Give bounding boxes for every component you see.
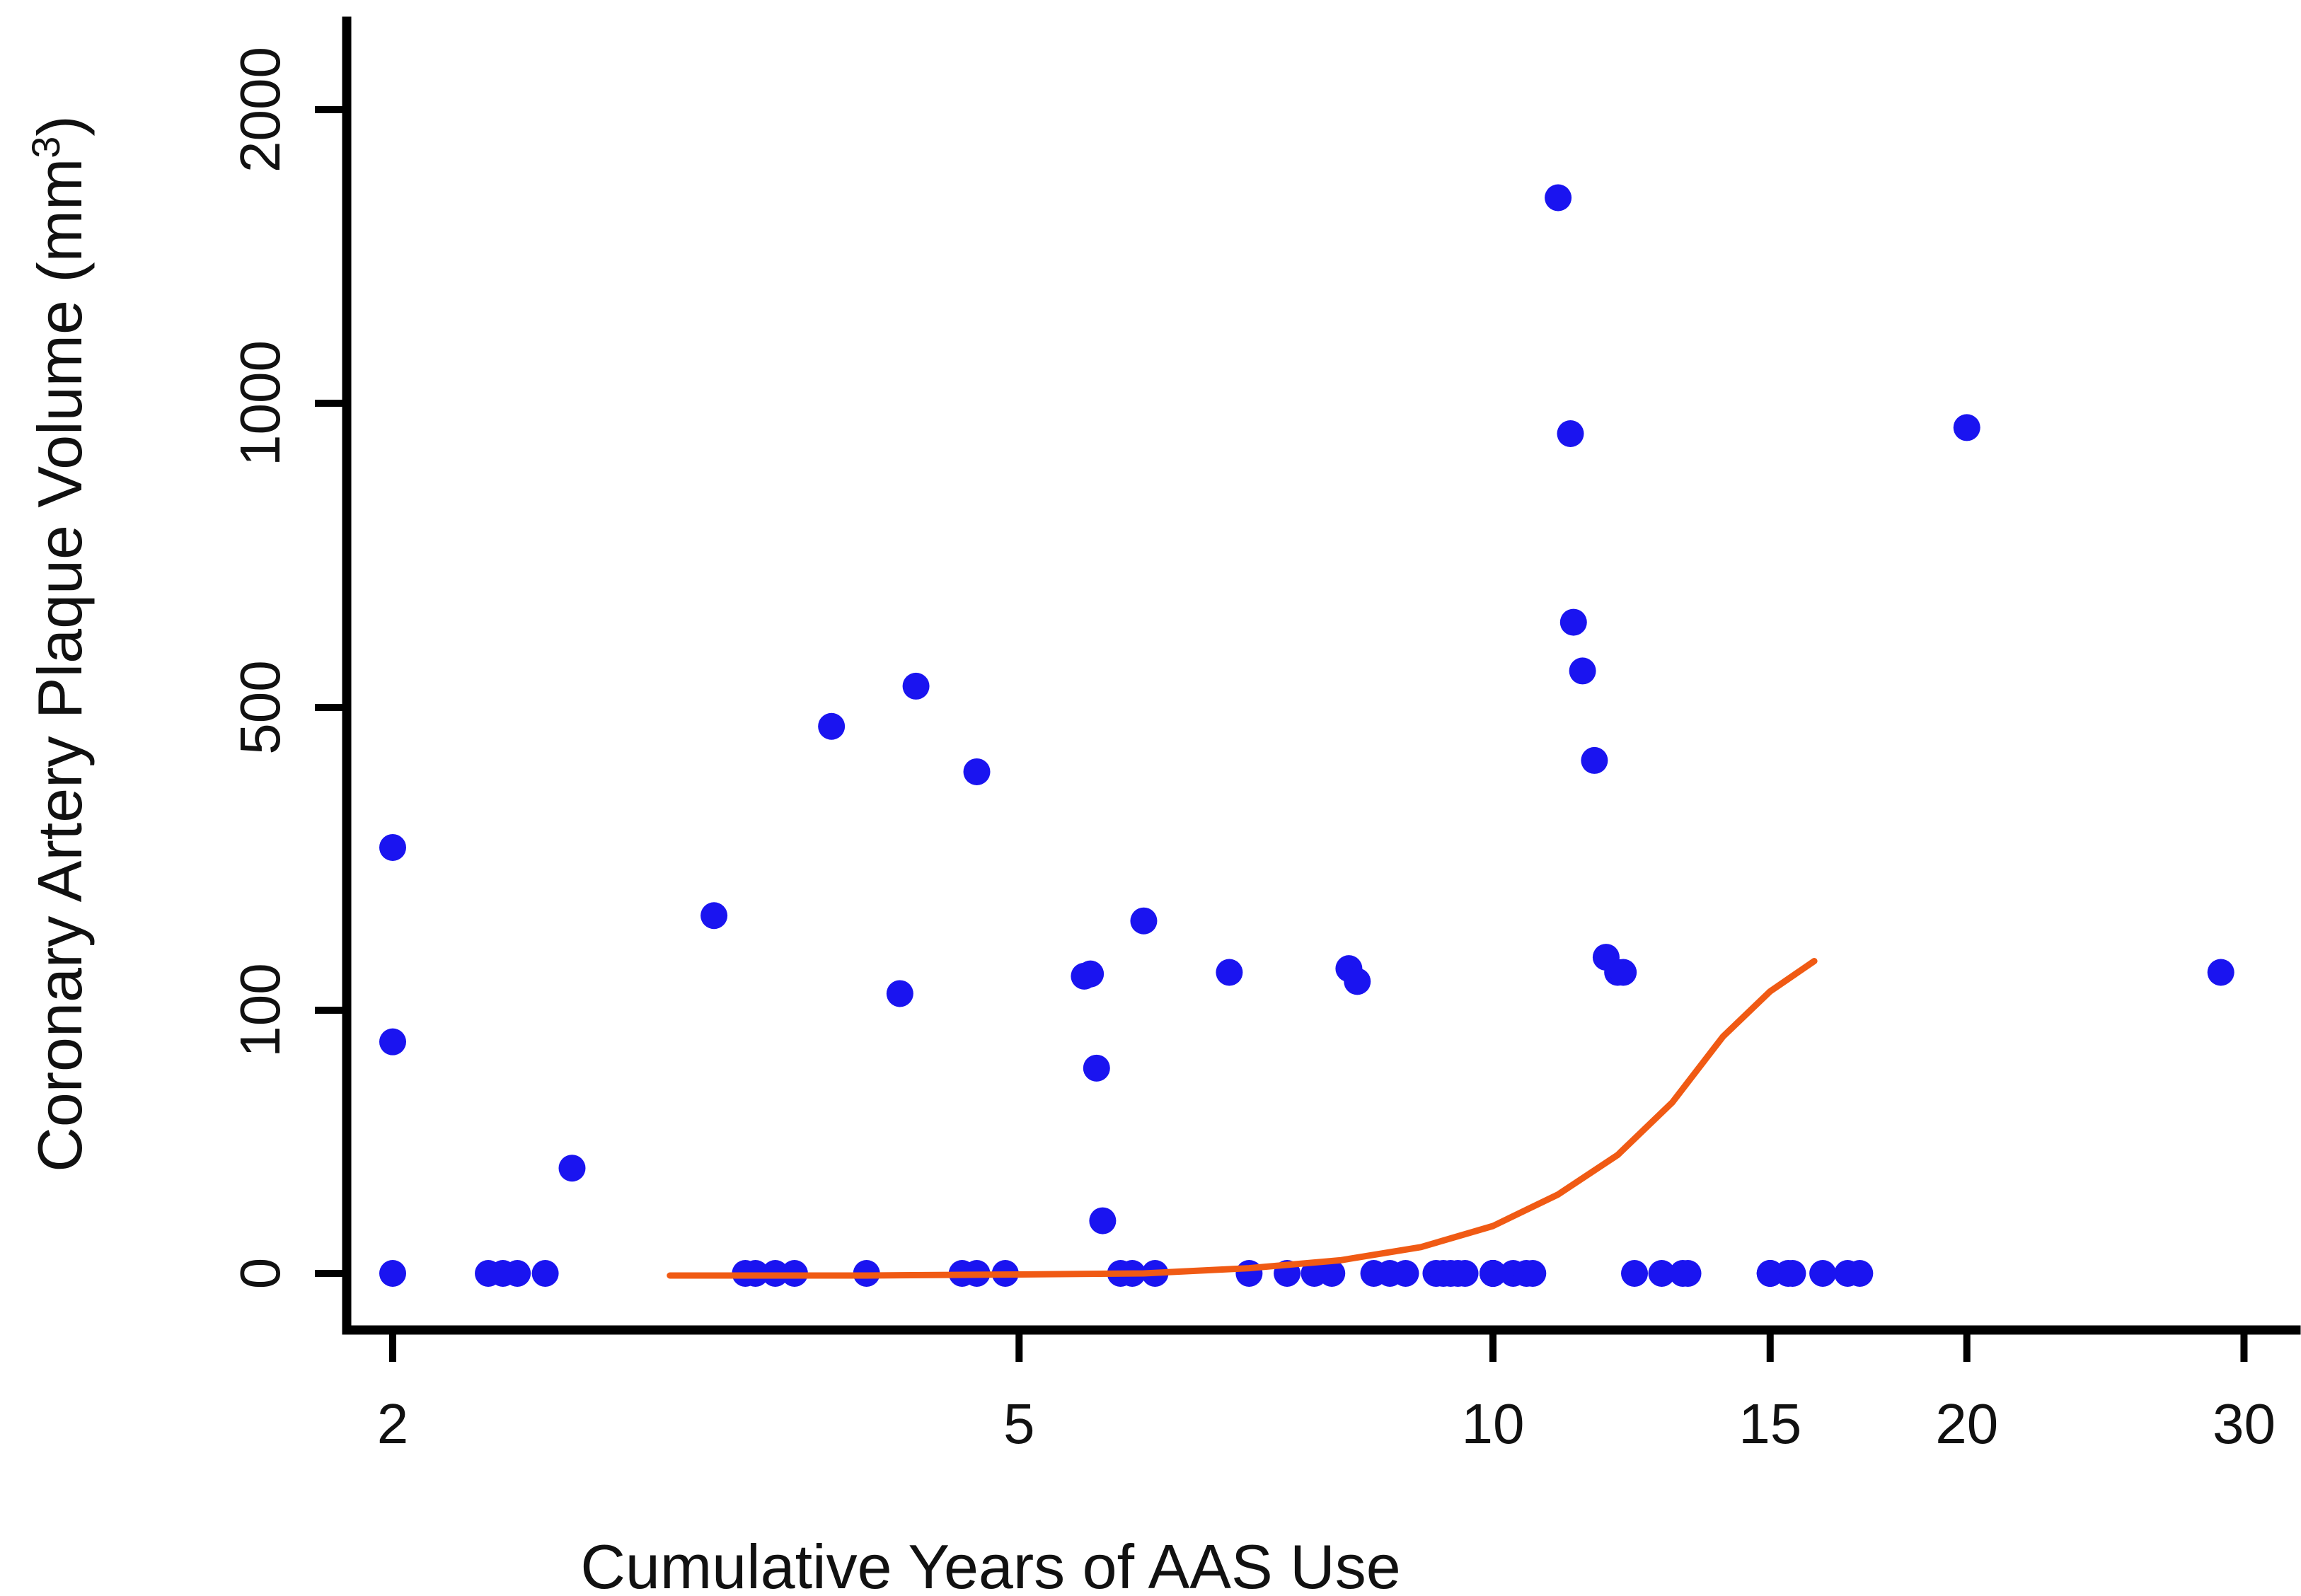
- data-point: [1648, 1260, 1676, 1287]
- data-point: [1392, 1260, 1419, 1287]
- x-tick-label: 30: [2213, 1392, 2276, 1455]
- data-point: [1674, 1260, 1702, 1287]
- data-point: [1344, 968, 1371, 995]
- data-point: [1130, 907, 1158, 935]
- y-axis-title: Coronary Artery Plaque Volume (mm3): [23, 115, 96, 1172]
- y-tick-label: 2000: [229, 47, 292, 173]
- x-tick-label: 15: [1738, 1392, 1801, 1455]
- data-point: [1216, 959, 1243, 986]
- data-point: [504, 1260, 531, 1287]
- data-point: [379, 1028, 406, 1056]
- fit-line: [667, 958, 1818, 1279]
- data-point: [1846, 1260, 1874, 1287]
- data-point: [963, 758, 991, 785]
- data-points: [379, 184, 2234, 1287]
- data-point: [1621, 1260, 1649, 1287]
- y-tick-label: 100: [229, 963, 292, 1057]
- data-point: [379, 833, 406, 861]
- data-point: [1545, 184, 1572, 212]
- y-tick-label: 500: [229, 660, 292, 754]
- data-point: [1089, 1207, 1117, 1234]
- x-axis-title: Cumulative Years of AAS Use: [580, 1532, 1400, 1596]
- y-axis-title-close: ): [25, 115, 95, 136]
- data-point: [1318, 1260, 1346, 1287]
- data-point: [1610, 959, 1637, 986]
- data-point: [379, 1260, 406, 1287]
- data-point: [1519, 1260, 1547, 1287]
- data-point: [1559, 608, 1587, 636]
- x-tick-label: 10: [1462, 1392, 1525, 1455]
- x-tick-label: 20: [1935, 1392, 1998, 1455]
- data-point: [1235, 1260, 1263, 1287]
- data-point: [1569, 657, 1596, 685]
- data-point: [1809, 1260, 1837, 1287]
- x-tick-label: 2: [377, 1392, 409, 1455]
- data-point: [700, 902, 728, 930]
- y-axis-title-superscript: 3: [23, 137, 68, 158]
- data-point: [886, 980, 913, 1007]
- data-point: [1581, 746, 1608, 774]
- data-point: [818, 712, 846, 740]
- x-tick-label: 5: [1003, 1392, 1035, 1455]
- data-point: [1083, 1054, 1110, 1082]
- y-axis-title-main: Coronary Artery Plaque Volume (mm: [25, 158, 95, 1172]
- y-tick-label: 1000: [229, 340, 292, 466]
- ticks: 2 5 10 15 20 30 0 100 500 1000 2000: [229, 47, 2276, 1455]
- data-point: [1779, 1260, 1806, 1287]
- axes: [342, 16, 2301, 1335]
- data-point: [531, 1260, 559, 1287]
- data-point: [1077, 960, 1105, 988]
- data-point: [902, 672, 930, 700]
- data-point: [1480, 1260, 1506, 1287]
- data-point: [2207, 959, 2234, 986]
- data-point: [558, 1155, 586, 1182]
- data-point: [1557, 420, 1584, 447]
- data-point: [1451, 1260, 1479, 1287]
- fit-line-group: [667, 958, 1818, 1279]
- data-point: [1953, 414, 1980, 441]
- y-tick-label: 0: [229, 1258, 292, 1290]
